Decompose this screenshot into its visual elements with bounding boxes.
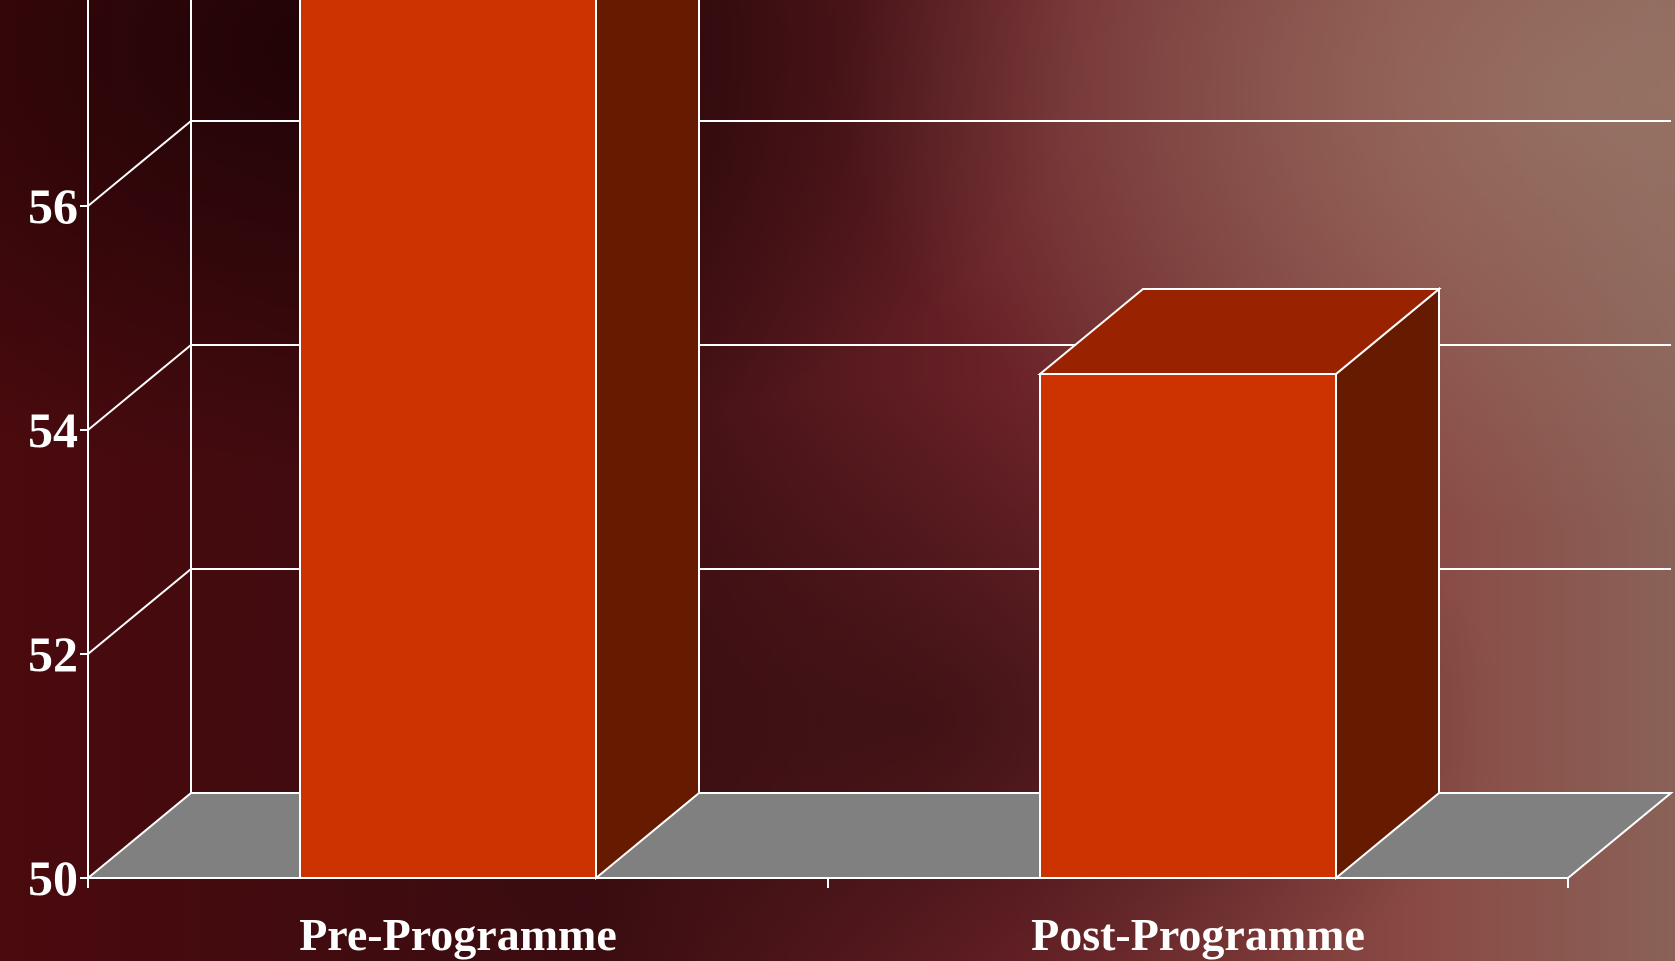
x-category-label: Post-Programme [1031, 909, 1365, 960]
y-tick-label: 52 [28, 626, 78, 682]
gridline-side [87, 568, 192, 655]
y-tick-label: 50 [28, 850, 78, 906]
bar-front-face [299, 0, 597, 879]
bar-side-face [595, 0, 700, 881]
gridline-side [87, 344, 192, 431]
bar-post-programme [1037, 286, 1442, 881]
x-category-label: Pre-Programme [299, 909, 617, 960]
y-tick-label: 56 [28, 178, 78, 234]
bar-front-face [1039, 373, 1337, 879]
y-tick-label: 54 [28, 402, 78, 458]
y-tick-label: 58 [28, 0, 78, 10]
bar-side-face [1335, 286, 1440, 881]
gridline-side [87, 120, 192, 207]
bar-pre-programme [299, 0, 700, 881]
